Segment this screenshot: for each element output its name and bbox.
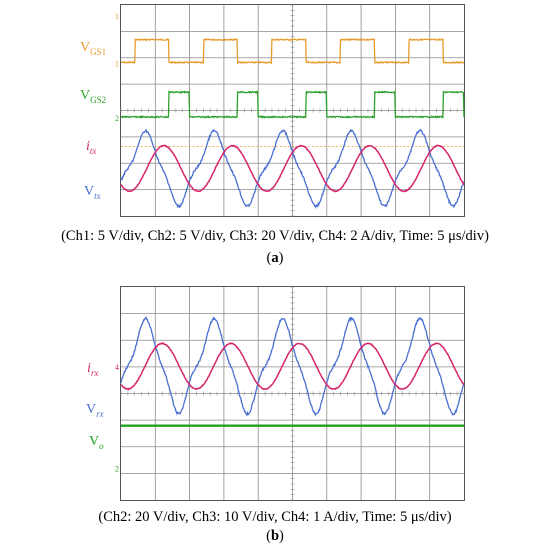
- ch4-ref-marker: 4: [115, 363, 119, 372]
- caption-b: (Ch2: 20 V/div, Ch3: 10 V/div, Ch4: 1 A/…: [98, 509, 452, 525]
- label-vrx: Vrx: [86, 402, 104, 419]
- irx-trace: [120, 342, 465, 391]
- vgs2-trace: [120, 89, 465, 119]
- ch1-ground-marker: 1: [115, 12, 119, 21]
- scope-screen-a: 1 1 2: [115, 4, 465, 217]
- label-itx: itx: [86, 139, 97, 156]
- label-vgs1: VGS1: [80, 40, 107, 57]
- subfigure-label-a: (a): [266, 250, 284, 266]
- label-irx: irx: [87, 361, 99, 378]
- itx-trace: [120, 144, 465, 193]
- label-vo: Vo: [89, 434, 104, 451]
- label-vgs2: VGS2: [80, 88, 107, 105]
- scope-plot-b: 42: [115, 286, 465, 501]
- vrx-trace: [120, 315, 465, 417]
- caption-a: (Ch1: 5 V/div, Ch2: 5 V/div, Ch3: 20 V/d…: [61, 228, 489, 244]
- ch2-ref-marker: 2: [115, 114, 119, 123]
- scope-plot-a: 1 1 2: [115, 4, 465, 217]
- subfigure-label-b: (b): [266, 528, 284, 544]
- label-vtx: Vtx: [84, 184, 101, 201]
- ch1-ref-marker: 1: [115, 59, 119, 68]
- ch2-ref-marker: 2: [115, 464, 119, 473]
- vgs1-trace: [120, 37, 465, 65]
